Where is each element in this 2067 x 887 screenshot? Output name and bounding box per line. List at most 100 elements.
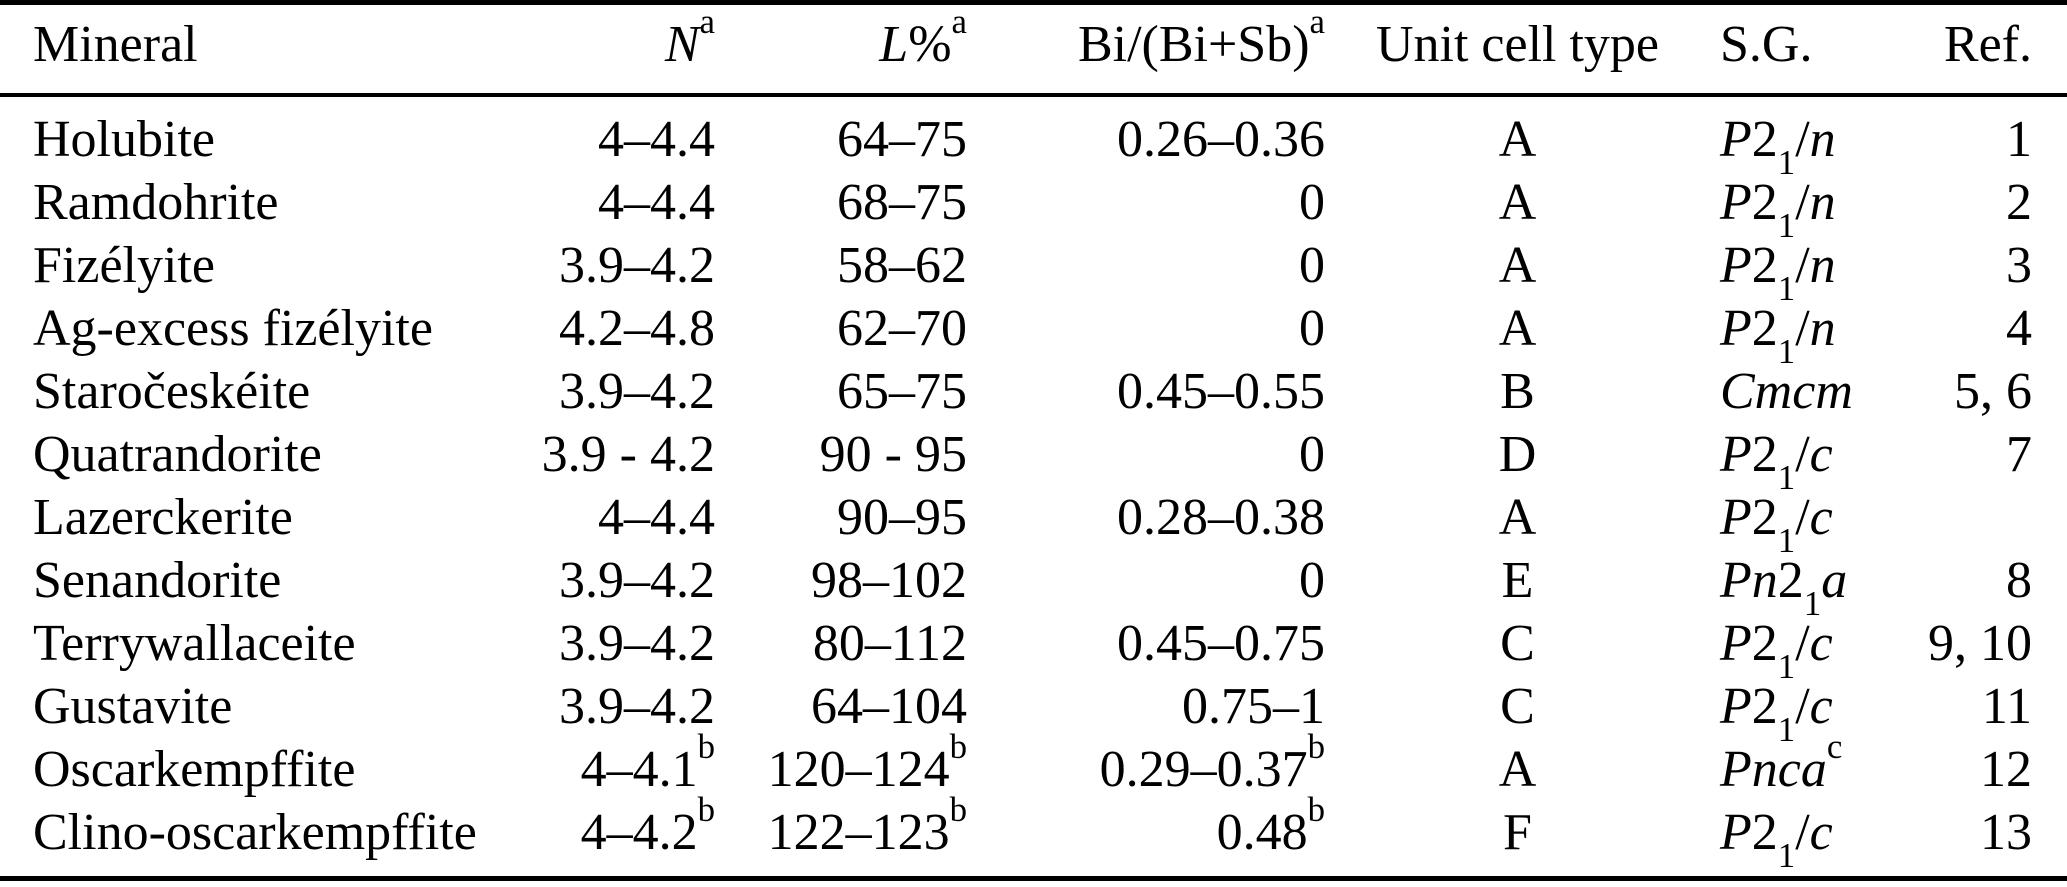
cell-bi-ratio: 0 xyxy=(1299,174,1325,232)
cell-space-group: Pncac xyxy=(1720,727,1843,799)
column-header-ref-label: Ref. xyxy=(1943,15,2032,73)
cell-space-group: Pn21a xyxy=(1720,552,1848,623)
cell-l-percent: 98–102 xyxy=(811,552,967,610)
table-row: Fizélyite 3.9–4.2 58–62 0 A P21/n 3 xyxy=(0,235,2067,308)
cell-ref: 13 xyxy=(1980,804,2032,862)
cell-mineral: Ag-excess fizélyite xyxy=(33,300,433,358)
column-header-mineral: Mineral xyxy=(0,5,560,93)
cell-ref: 8 xyxy=(2006,552,2032,610)
cell-n: 4–4.4 xyxy=(598,174,715,232)
column-header-ref: Ref. xyxy=(1940,5,2067,93)
cell-ref: 9, 10 xyxy=(1928,615,2032,673)
cell-mineral: Gustavite xyxy=(33,678,233,736)
cell-unit-cell-type: C xyxy=(1500,615,1535,673)
cell-ref: 2 xyxy=(2006,174,2032,232)
cell-bi-ratio: 0.28–0.38 xyxy=(1117,489,1325,547)
table-row: Quatrandorite 3.9 - 4.2 90 - 95 0 D P21/… xyxy=(0,424,2067,497)
cell-l-percent: 58–62 xyxy=(837,237,967,295)
cell-l-percent: 62–70 xyxy=(837,300,967,358)
table-row: Clino-oscarkempffite 4–4.2b 122–123b 0.4… xyxy=(0,790,2067,875)
cell-n: 3.9 - 4.2 xyxy=(541,426,715,484)
cell-bi-ratio: 0.29–0.37b xyxy=(1099,727,1325,799)
table-body: Holubite 4–4.4 64–75 0.26–0.36 A P21/n 1… xyxy=(0,109,2067,875)
cell-mineral: Staročeskéite xyxy=(33,363,311,421)
table-row: Terrywallaceite 3.9–4.2 80–112 0.45–0.75… xyxy=(0,613,2067,683)
cell-n: 3.9–4.2 xyxy=(559,237,715,295)
cell-unit-cell-type: A xyxy=(1498,489,1537,547)
table-top-rule xyxy=(0,0,2067,5)
table-row: Ramdohrite 4–4.4 68–75 0 A P21/n 2 xyxy=(0,172,2067,245)
cell-bi-ratio: 0.48b xyxy=(1216,790,1325,862)
cell-unit-cell-type: B xyxy=(1500,363,1535,421)
cell-mineral: Oscarkempffite xyxy=(33,741,356,799)
cell-n: 4–4.4 xyxy=(598,111,715,169)
cell-l-percent: 120–124b xyxy=(767,727,967,799)
table-row: Lazerckerite 4–4.4 90–95 0.28–0.38 A P21… xyxy=(0,487,2067,560)
cell-mineral: Holubite xyxy=(33,111,215,169)
table-header-row: Mineral Na L%a Bi/(Bi+Sb)a Unit cell typ… xyxy=(0,1,2067,93)
cell-l-percent: 90 - 95 xyxy=(819,426,967,484)
cell-bi-ratio: 0 xyxy=(1299,426,1325,484)
cell-ref: 7 xyxy=(2006,426,2032,484)
cell-space-group: Cmcm xyxy=(1720,363,1853,421)
cell-bi-ratio: 0.26–0.36 xyxy=(1117,111,1325,169)
cell-bi-ratio: 0 xyxy=(1299,300,1325,358)
cell-mineral: Lazerckerite xyxy=(33,489,293,547)
cell-l-percent: 65–75 xyxy=(837,363,967,421)
cell-unit-cell-type: A xyxy=(1498,300,1537,358)
cell-space-group: P21/c xyxy=(1720,489,1833,560)
table-row: Holubite 4–4.4 64–75 0.26–0.36 A P21/n 1 xyxy=(0,109,2067,182)
cell-mineral: Ramdohrite xyxy=(33,174,279,232)
cell-ref xyxy=(1940,487,2067,550)
cell-l-percent: 122–123b xyxy=(767,790,967,862)
cell-l-percent: 64–75 xyxy=(837,111,967,169)
cell-ref: 11 xyxy=(1981,678,2032,736)
cell-n: 3.9–4.2 xyxy=(559,363,715,421)
table-row: Ag-excess fizélyite 4.2–4.8 62–70 0 A P2… xyxy=(0,298,2067,371)
cell-space-group: P21/c xyxy=(1720,426,1833,497)
cell-bi-ratio: 0.45–0.75 xyxy=(1117,615,1325,673)
cell-ref: 1 xyxy=(2006,111,2032,169)
column-header-unit-cell-type-label: Unit cell type xyxy=(1375,15,1660,73)
cell-ref: 4 xyxy=(2006,300,2032,358)
cell-unit-cell-type: A xyxy=(1498,174,1537,232)
cell-bi-ratio: 0 xyxy=(1299,237,1325,295)
cell-space-group: P21/n xyxy=(1720,300,1836,371)
cell-bi-ratio: 0.75–1 xyxy=(1182,678,1325,736)
cell-mineral: Terrywallaceite xyxy=(33,615,356,673)
cell-l-percent: 64–104 xyxy=(811,678,967,736)
cell-unit-cell-type: F xyxy=(1503,804,1532,862)
cell-l-percent: 90–95 xyxy=(837,489,967,547)
cell-ref: 12 xyxy=(1980,741,2032,799)
cell-bi-ratio: 0.45–0.55 xyxy=(1117,363,1325,421)
cell-n: 3.9–4.2 xyxy=(559,552,715,610)
column-header-n-label: Na xyxy=(664,1,715,73)
cell-l-percent: 68–75 xyxy=(837,174,967,232)
column-header-unit-cell-type: Unit cell type xyxy=(1325,5,1710,93)
column-header-mineral-label: Mineral xyxy=(33,15,198,73)
cell-space-group: P21/n xyxy=(1720,174,1836,245)
column-header-bi-ratio: Bi/(Bi+Sb)a xyxy=(967,1,1325,93)
table-row: Oscarkempffite 4–4.1b 120–124b 0.29–0.37… xyxy=(0,727,2067,802)
table-row: Senandorite 3.9–4.2 98–102 0 E Pn21a 8 xyxy=(0,550,2067,623)
table-row: Gustavite 3.9–4.2 64–104 0.75–1 C P21/c … xyxy=(0,676,2067,746)
cell-n: 4–4.2b xyxy=(580,790,715,862)
column-header-n: Na xyxy=(560,1,715,93)
cell-n: 4–4.1b xyxy=(580,727,715,799)
table-row: Staročeskéite 3.9–4.2 65–75 0.45–0.55 B … xyxy=(0,361,2067,424)
column-header-bi-ratio-label: Bi/(Bi+Sb)a xyxy=(1077,1,1325,73)
cell-mineral: Clino-oscarkempffite xyxy=(33,804,477,862)
cell-ref: 3 xyxy=(2006,237,2032,295)
cell-n: 4–4.4 xyxy=(598,489,715,547)
cell-mineral: Fizélyite xyxy=(33,237,215,295)
cell-unit-cell-type: A xyxy=(1498,741,1537,799)
cell-unit-cell-type: D xyxy=(1498,426,1537,484)
cell-mineral: Quatrandorite xyxy=(33,426,322,484)
table-header-rule xyxy=(0,93,2067,97)
cell-unit-cell-type: C xyxy=(1500,678,1535,736)
cell-space-group: P21/c xyxy=(1720,804,1833,875)
cell-ref: 5, 6 xyxy=(1954,363,2032,421)
cell-space-group: P21/n xyxy=(1720,237,1836,308)
cell-space-group: P21/n xyxy=(1720,111,1836,182)
